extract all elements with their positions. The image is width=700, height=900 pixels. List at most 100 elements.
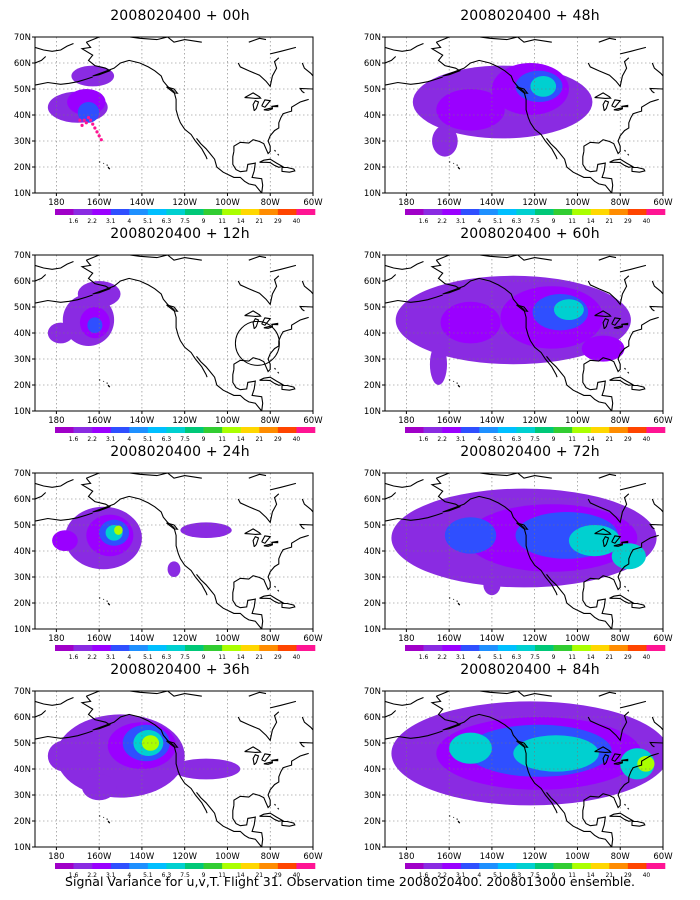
colorbar-swatch <box>166 863 186 869</box>
coastline <box>232 151 264 193</box>
coastline <box>263 106 273 111</box>
lat-tick-label: 10N <box>14 625 31 635</box>
coastline <box>244 310 262 317</box>
colorbar-label: 4 <box>127 654 131 661</box>
coastline <box>453 816 455 818</box>
coastline <box>385 512 443 522</box>
lon-tick-label: 80W <box>611 634 631 644</box>
coastline <box>457 384 461 388</box>
coastline <box>598 255 617 261</box>
coastline <box>620 264 647 273</box>
colorbar-label: 11 <box>218 218 226 225</box>
colorbar-swatch <box>92 427 112 433</box>
coastline <box>436 37 552 43</box>
colorbar-label: 6.3 <box>162 872 172 879</box>
lat-tick-label: 60N <box>364 59 381 69</box>
colorbar-swatch <box>55 209 74 215</box>
coastline <box>436 473 552 479</box>
colorbar-swatch <box>460 863 480 869</box>
coastline <box>299 716 313 748</box>
lon-tick-label: 100W <box>565 634 590 644</box>
colorbar-label: 21 <box>255 436 263 443</box>
lat-tick-label: 40N <box>364 111 381 121</box>
coastline <box>587 493 630 524</box>
lon-tick-label: 160W <box>87 634 112 644</box>
colorbar-label: 4 <box>127 436 131 443</box>
lon-tick-label: 120W <box>172 634 197 644</box>
lon-tick-label: 180 <box>398 198 414 208</box>
colorbar-label: 11 <box>568 436 576 443</box>
coastline <box>237 493 280 524</box>
lat-tick-label: 20N <box>364 817 381 827</box>
coastline <box>582 587 614 629</box>
colorbar-label: 4 <box>477 872 481 879</box>
coastline <box>35 42 74 52</box>
colorbar-label: 6.3 <box>512 436 522 443</box>
colorbar-label: 40 <box>643 654 651 661</box>
coastline <box>611 317 622 326</box>
coastline <box>274 585 277 588</box>
coastline <box>106 600 108 602</box>
coastline <box>587 275 630 306</box>
colorbar-label: 1.6 <box>69 218 79 225</box>
forecast-panel: 2008020400 + 72h 10N 20N 30N 40N 50N 60N 70N 180… <box>364 444 695 661</box>
colorbar-label: 7.5 <box>180 654 190 661</box>
lon-tick-label: 80W <box>261 198 281 208</box>
variance-contour <box>141 735 160 751</box>
coastline <box>35 492 47 500</box>
lon-tick-label: 160W <box>437 416 462 426</box>
colorbar-swatch <box>92 645 112 651</box>
coastline <box>448 597 451 599</box>
lat-tick-label: 30N <box>364 573 381 583</box>
coastline <box>609 158 635 168</box>
coastline <box>516 304 529 312</box>
colorbar-swatch <box>222 645 242 651</box>
colorbar-swatch <box>277 427 297 433</box>
coastline <box>582 151 614 193</box>
lon-tick-label: 140W <box>130 634 155 644</box>
variance-contour <box>432 125 458 157</box>
colorbar-label: 4 <box>127 872 131 879</box>
colorbar-swatch <box>535 209 554 215</box>
colorbar-label: 40 <box>643 218 651 225</box>
colorbar-swatch <box>646 209 666 215</box>
colorbar-swatch <box>516 863 536 869</box>
coastline <box>35 56 47 64</box>
colorbar-swatch <box>572 427 592 433</box>
colorbar-swatch <box>405 427 424 433</box>
colorbar-swatch <box>627 863 647 869</box>
colorbar-label: 6.3 <box>512 872 522 879</box>
coastline <box>274 367 277 370</box>
lon-tick-label: 160W <box>87 198 112 208</box>
coastline <box>436 691 552 697</box>
colorbar-label: 1.6 <box>69 436 79 443</box>
variance-map: 10N 20N 30N 40N 50N 60N 70N 180 160W 140W 120W 100W… <box>364 469 673 661</box>
coastline <box>270 482 297 491</box>
coastline <box>35 76 93 86</box>
coastline <box>106 382 108 384</box>
coastline <box>621 104 629 108</box>
variance-contour <box>114 525 123 535</box>
coastline <box>80 477 208 596</box>
colorbar-label: 4 <box>127 218 131 225</box>
coastline <box>594 746 612 753</box>
coastline <box>594 92 612 99</box>
colorbar-label: 40 <box>293 436 301 443</box>
colorbar-swatch <box>405 863 424 869</box>
coastline <box>385 56 397 64</box>
coastline <box>277 807 280 810</box>
lon-tick-label: 120W <box>522 852 547 862</box>
colorbar-label: 29 <box>624 872 632 879</box>
coastline <box>244 746 262 753</box>
coastline <box>299 280 313 312</box>
flight-track-point <box>84 121 88 125</box>
lat-tick-label: 60N <box>364 713 381 723</box>
colorbar-swatch <box>553 209 573 215</box>
colorbar-swatch <box>442 645 462 651</box>
coastline <box>385 492 397 500</box>
lat-tick-label: 30N <box>364 791 381 801</box>
lon-tick-label: 80W <box>611 416 631 426</box>
lat-tick-label: 50N <box>14 521 31 531</box>
coastline <box>281 166 296 173</box>
colorbar-label: 2.2 <box>437 218 447 225</box>
